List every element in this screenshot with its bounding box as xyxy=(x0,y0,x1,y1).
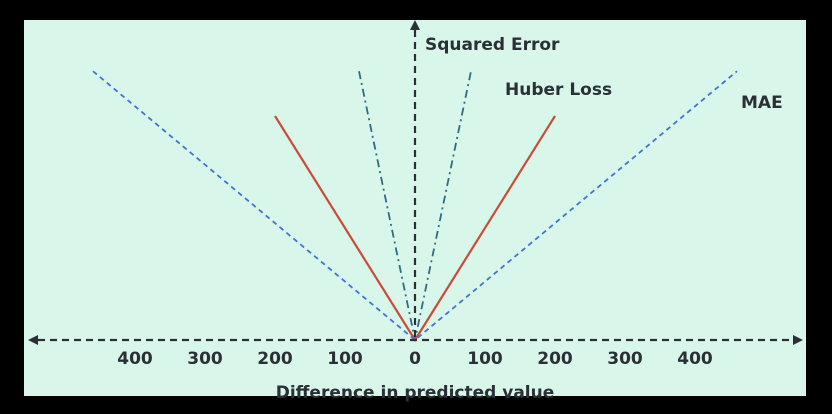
series-label-mae: MAE xyxy=(741,93,783,113)
x-axis-arrow-left xyxy=(28,335,38,345)
x-tick-label: 200 xyxy=(537,349,573,369)
x-tick-label: 100 xyxy=(467,349,503,369)
y-axis-arrow-up xyxy=(410,20,420,30)
tick-labels: 400 300 200 100 0 100 200 300 400 xyxy=(117,349,713,369)
x-tick-label: 200 xyxy=(257,349,293,369)
x-tick-label: 0 xyxy=(409,349,421,369)
series-line-mae xyxy=(92,70,738,342)
x-tick-label: 100 xyxy=(327,349,363,369)
x-tick-label: 400 xyxy=(677,349,713,369)
x-axis-title: Difference in predicted value xyxy=(276,383,555,403)
x-tick-label: 300 xyxy=(187,349,223,369)
x-tick-label: 400 xyxy=(117,349,153,369)
x-axis-arrow-right xyxy=(793,335,803,345)
axes-layer xyxy=(28,20,803,345)
series-label-huber-loss: Huber Loss xyxy=(505,80,612,100)
series-labels: Squared Error Huber Loss MAE xyxy=(425,35,783,113)
x-tick-label: 300 xyxy=(607,349,643,369)
series-label-squared-error: Squared Error xyxy=(425,35,560,55)
